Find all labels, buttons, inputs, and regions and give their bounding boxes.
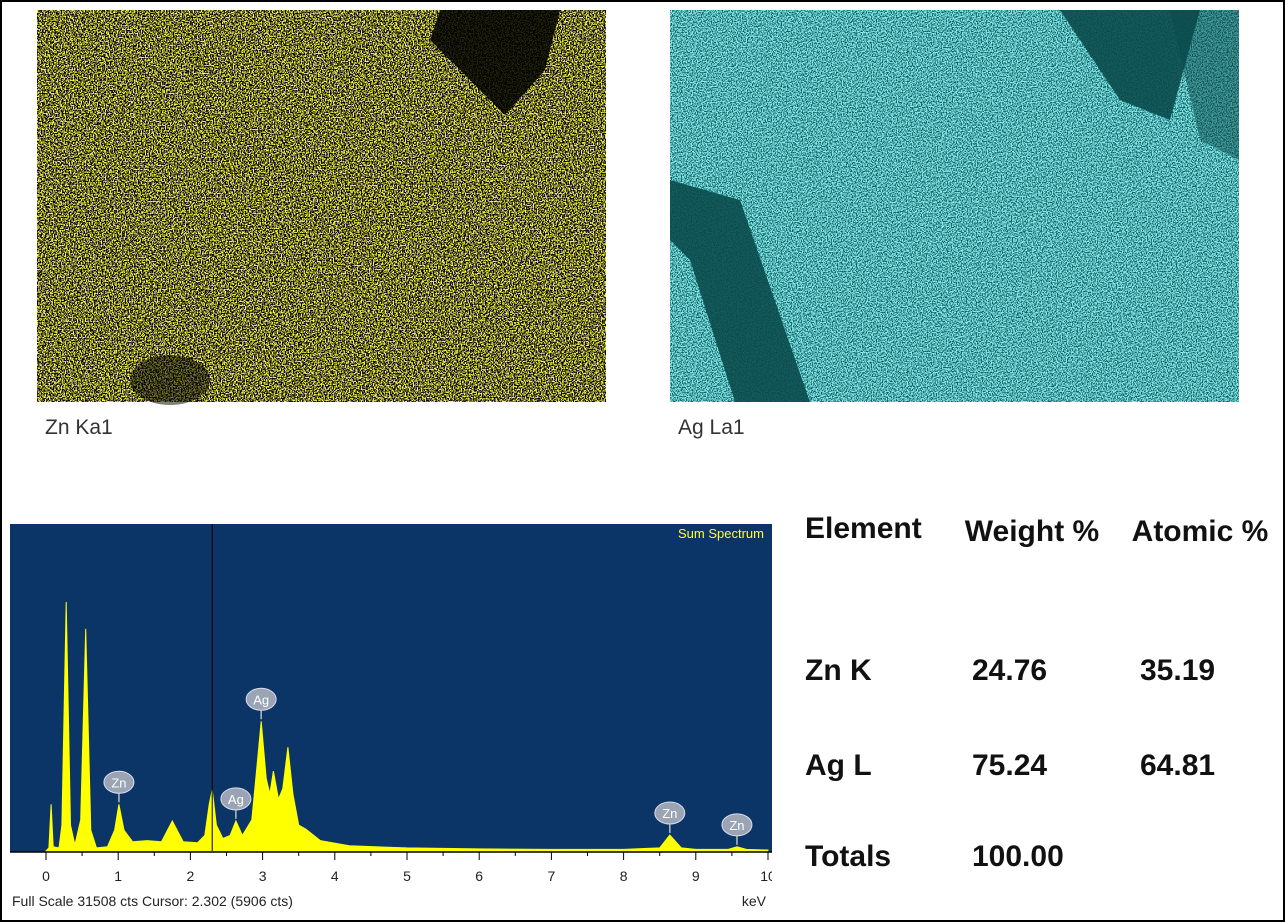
table-cell: 75.24 [972, 749, 1047, 783]
footer: Full Scale 31508 cts Cursor: 2.302 (5906… [12, 893, 293, 909]
x-tick-label: 4 [331, 868, 339, 884]
peak-label: Zn [662, 806, 677, 821]
peak-label: Zn [729, 818, 744, 833]
table-cell: 24.76 [972, 654, 1047, 688]
ag-map [670, 10, 1239, 402]
table-cell: 100.00 [972, 840, 1064, 874]
x-tick-label: 3 [259, 868, 267, 884]
chart-title: Sum Spectrum [678, 526, 764, 541]
map-label: Zn Ka1 [45, 416, 113, 440]
page: Zn Ka1 Ag La1 Sum Spectrum Full Scale 31… [0, 0, 1285, 922]
x-tick-label: 10 [760, 868, 772, 884]
table-cell: Atomic % [1130, 512, 1270, 552]
spectrum-chart: Sum Spectrum Full Scale 31508 cts Cursor… [10, 524, 772, 920]
x-tick-label: 0 [42, 868, 50, 884]
x-tick-label: 1 [114, 868, 122, 884]
table-cell: 64.81 [1140, 749, 1215, 783]
plot-area [10, 524, 772, 852]
map-label: Ag La1 [678, 416, 745, 440]
table-cell: Weight % [962, 512, 1102, 552]
x-tick-label: 5 [403, 868, 411, 884]
table-cell: Totals [805, 840, 891, 874]
peak-label: Ag [228, 792, 244, 807]
x-tick-label: 2 [187, 868, 195, 884]
maps [0, 0, 1285, 410]
x-tick-label: 7 [548, 868, 556, 884]
table-cell: Element [805, 512, 922, 546]
table-cell: Zn K [805, 654, 872, 688]
x-tick-label: 6 [475, 868, 483, 884]
x-tick-label: 9 [692, 868, 700, 884]
peak-label: Ag [253, 692, 269, 707]
zn-map [37, 10, 606, 405]
table-cell: 35.19 [1140, 654, 1215, 688]
table-cell: Ag L [805, 749, 872, 783]
peak-label: Zn [111, 775, 126, 790]
x-unit: keV [742, 893, 767, 909]
x-tick-label: 8 [620, 868, 628, 884]
